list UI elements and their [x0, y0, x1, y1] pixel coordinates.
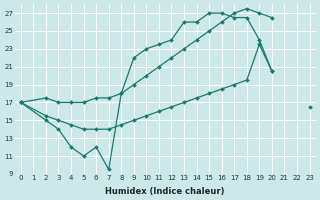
- X-axis label: Humidex (Indice chaleur): Humidex (Indice chaleur): [106, 187, 225, 196]
